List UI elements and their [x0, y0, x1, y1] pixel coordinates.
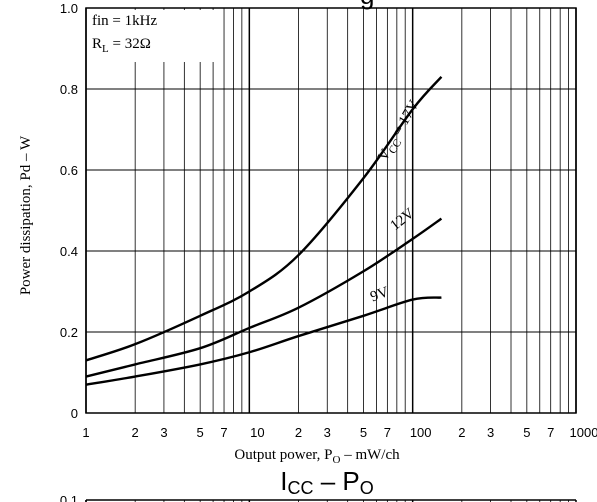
series-label-vcc17: VCC = 17V	[375, 98, 425, 166]
second-chart-title: ICC – PO	[280, 466, 374, 498]
series-curve-0	[85, 76, 443, 362]
x-tick-label: 3	[324, 425, 331, 440]
series-curve-1	[85, 217, 443, 378]
x-tick-label: 1000	[570, 425, 597, 440]
y-tick-label: 1.0	[60, 1, 78, 16]
x-tick-label: 7	[547, 425, 554, 440]
x-tick-label: 5	[197, 425, 204, 440]
top-title-fragment: g	[360, 0, 374, 10]
series-label-9v: 9V	[368, 284, 391, 305]
x-tick-label: 2	[295, 425, 302, 440]
y-axis-label: Power dissipation, Pd – W	[18, 135, 34, 295]
second-chart-y-tick: 0.1	[60, 493, 78, 502]
condition-load: RL = 32Ω	[92, 36, 151, 55]
y-tick-label: 0	[71, 406, 78, 421]
plot-frame	[85, 7, 577, 414]
y-tick-label: 0.8	[60, 82, 78, 97]
x-tick-label: 5	[523, 425, 530, 440]
grid	[85, 7, 577, 414]
x-tick-label: 10	[250, 425, 264, 440]
x-tick-label: 100	[410, 425, 432, 440]
condition-frequency: fin = 1kHz	[92, 13, 157, 29]
curves	[85, 76, 443, 386]
y-tick-labels: 0 0.2 0.4 0.6 0.8 1.0	[60, 1, 78, 421]
x-tick-labels: 1 2 3 5 7 10 2 3 5 7 100 2 3 5 7 1000	[82, 425, 597, 440]
x-tick-label: 7	[220, 425, 227, 440]
y-tick-label: 0.2	[60, 325, 78, 340]
x-tick-label: 3	[487, 425, 494, 440]
series-curve-2	[85, 296, 442, 386]
x-tick-label: 2	[132, 425, 139, 440]
y-tick-label: 0.4	[60, 244, 78, 259]
x-tick-label: 1	[82, 425, 89, 440]
x-tick-label: 7	[384, 425, 391, 440]
conditions-box	[88, 10, 216, 62]
x-tick-label: 2	[458, 425, 465, 440]
y-tick-label: 0.6	[60, 163, 78, 178]
x-tick-label: 5	[360, 425, 367, 440]
x-tick-label: 3	[160, 425, 167, 440]
x-axis-label: Output power, PO – mW/ch	[234, 447, 400, 466]
